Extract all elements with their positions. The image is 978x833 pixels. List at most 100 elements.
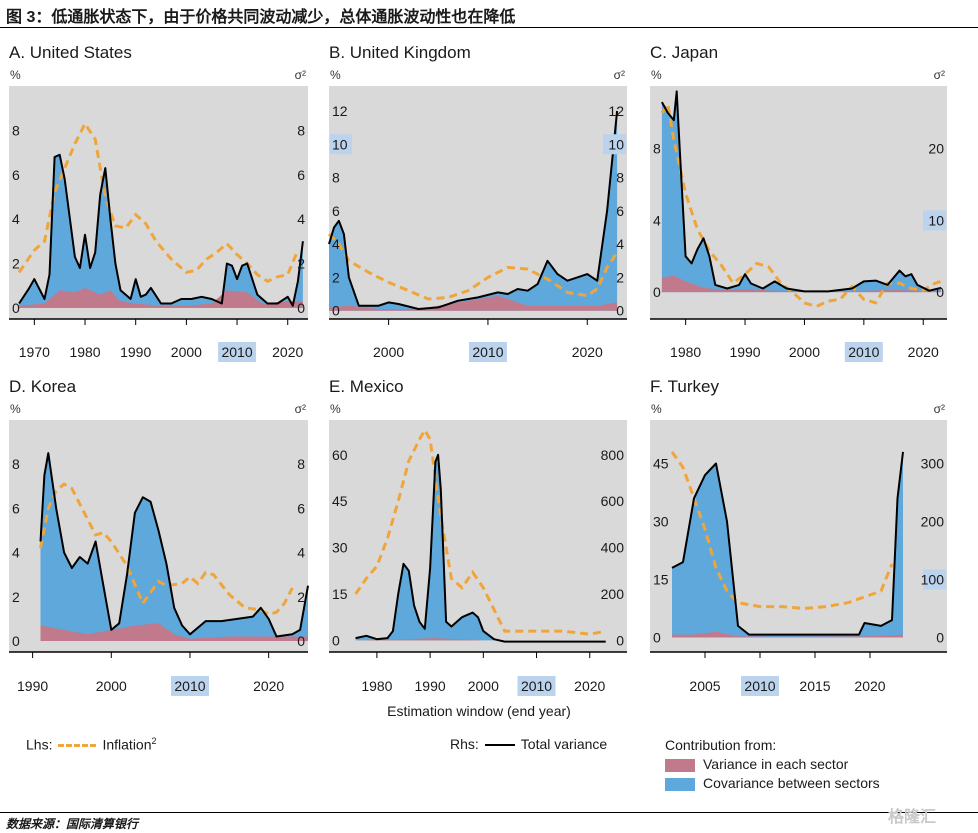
rhs-tick-label: 4 bbox=[297, 545, 305, 561]
rhs-unit: σ² bbox=[295, 68, 306, 82]
panel-title: F. Turkey bbox=[650, 377, 719, 396]
legend-covariance-row: Covariance between sectors bbox=[665, 775, 880, 791]
lhs-tick-label: 0 bbox=[12, 300, 20, 316]
panel-title: E. Mexico bbox=[329, 377, 404, 396]
total-variance-line bbox=[39, 452, 309, 638]
rhs-tick-label: 6 bbox=[297, 167, 305, 183]
rhs-tick-label: 0 bbox=[297, 633, 305, 649]
lhs-tick-label: 8 bbox=[12, 456, 20, 472]
lhs-tick-label: 4 bbox=[332, 236, 340, 252]
rhs-tick-label: 200 bbox=[601, 586, 625, 602]
variance-area bbox=[19, 287, 303, 308]
covariance-area bbox=[19, 154, 303, 308]
rhs-tick-label: 800 bbox=[601, 447, 625, 463]
x-tick-label: 2020 bbox=[854, 678, 885, 694]
lhs-tick-label: 8 bbox=[12, 122, 20, 138]
watermark: 格隆汇 bbox=[888, 809, 937, 826]
lhs-tick-label: 6 bbox=[12, 167, 20, 183]
x-tick-label: 2010 bbox=[744, 678, 775, 694]
lhs-tick-label: 0 bbox=[653, 630, 661, 646]
source-note: 数据来源：国际清算银行 bbox=[6, 817, 139, 831]
total-variance-swatch bbox=[484, 744, 515, 747]
lhs-unit: % bbox=[651, 68, 662, 82]
x-tick-label: 1980 bbox=[361, 678, 392, 694]
inflation-line bbox=[660, 99, 942, 309]
rhs-tick-label: 8 bbox=[297, 122, 305, 138]
lhs-unit: % bbox=[651, 402, 662, 416]
rhs-tick-label: 4 bbox=[616, 236, 624, 252]
panel-2: C. Japan% σ² 0 4 8 0 10 20 1980 1990 2000 2010 2020 bbox=[650, 43, 947, 362]
bottom-rule bbox=[0, 812, 978, 813]
lhs-tick-label: 30 bbox=[653, 514, 669, 530]
panel-3: D. Korea% σ² 0 2 4 6 8 0 2 4 6 8 1990 2000 2010 2020 bbox=[9, 377, 309, 696]
legend-variance-label: Variance in each sector bbox=[703, 756, 849, 772]
inflation-line bbox=[670, 451, 894, 611]
x-axis-label: Estimation window (end year) bbox=[387, 703, 571, 719]
x-tick-highlight bbox=[741, 676, 779, 696]
rhs-tick-label: 8 bbox=[297, 456, 305, 472]
title-rule bbox=[0, 27, 978, 28]
rhs-tick-label: 2 bbox=[616, 269, 624, 285]
rhs-tick-label: 6 bbox=[297, 500, 305, 516]
x-tick-label: 2010 bbox=[221, 344, 252, 360]
x-tick-label: 1990 bbox=[729, 344, 760, 360]
rhs-tick-label: 2 bbox=[297, 589, 305, 605]
lhs-tick-label: 6 bbox=[12, 500, 20, 516]
lhs-tick-label: 45 bbox=[653, 456, 669, 472]
total-variance-line bbox=[355, 453, 606, 643]
rhs-tick-label: 200 bbox=[921, 514, 945, 530]
lhs-unit: % bbox=[10, 68, 21, 82]
rhs-tick-label: 400 bbox=[601, 540, 625, 556]
lhs-tick-label: 45 bbox=[332, 493, 348, 509]
x-tick-label: 2020 bbox=[272, 344, 303, 360]
legend-variance-row: Variance in each sector bbox=[665, 756, 880, 772]
panel-1: B. United Kingdom% σ² 0 2 4 6 8 10 12 0 2 4 6 8 10 12 20… bbox=[327, 43, 627, 362]
x-tick-highlight bbox=[844, 342, 883, 362]
legend-total-variance-label: Total variance bbox=[520, 736, 608, 752]
x-tick-highlight bbox=[517, 676, 556, 696]
x-tick-label: 2005 bbox=[689, 678, 720, 694]
x-tick-label: 2000 bbox=[171, 344, 202, 360]
rhs-tick-label: 100 bbox=[921, 572, 945, 588]
variance-area bbox=[329, 295, 618, 311]
lhs-tick-label: 4 bbox=[12, 211, 20, 227]
lhs-tick-label: 15 bbox=[332, 586, 348, 602]
rhs-tick-label: 6 bbox=[616, 203, 624, 219]
rhs-unit: σ² bbox=[934, 402, 945, 416]
x-tick-label: 2020 bbox=[574, 678, 605, 694]
x-tick-label: 1980 bbox=[69, 344, 100, 360]
x-tick-label: 2020 bbox=[908, 344, 939, 360]
panel-title: D. Korea bbox=[9, 377, 77, 396]
legend-contribution-title: Contribution from: bbox=[665, 737, 777, 753]
x-tick-label: 2010 bbox=[521, 678, 552, 694]
total-variance-line bbox=[671, 451, 904, 636]
lhs-tick-label: 2 bbox=[12, 256, 20, 272]
legend-contribution: Contribution from: Variance in each sect… bbox=[665, 737, 880, 791]
lhs-tick-label: 2 bbox=[332, 269, 340, 285]
covariance-area bbox=[329, 111, 618, 311]
lhs-tick-label: 2 bbox=[12, 589, 20, 605]
x-tick-label: 2000 bbox=[789, 344, 820, 360]
x-tick-label: 2020 bbox=[572, 344, 603, 360]
lhs-tick-label: 4 bbox=[653, 212, 661, 228]
total-variance-line bbox=[18, 153, 304, 307]
lhs-tick-label: 15 bbox=[653, 572, 669, 588]
covariance-area bbox=[661, 91, 942, 293]
tick-highlight bbox=[603, 134, 626, 155]
lhs-tick-label: 6 bbox=[332, 203, 340, 219]
charts-canvas: A. United States% σ² 0 2 4 6 8 0 2 4 6 8 1970 1980 199… bbox=[9, 43, 947, 719]
lhs-unit: % bbox=[330, 68, 341, 82]
lhs-tick-label: 8 bbox=[332, 170, 340, 186]
rhs-unit: σ² bbox=[614, 68, 625, 82]
rhs-tick-label: 10 bbox=[608, 136, 624, 152]
rhs-unit: σ² bbox=[934, 68, 945, 82]
panel-5: F. Turkey% σ² 0 15 30 45 0 100 200 300 2005 2010 201… bbox=[650, 377, 947, 696]
variance-area bbox=[672, 631, 903, 638]
lhs-tick-label: 30 bbox=[332, 540, 348, 556]
x-tick-label: 1990 bbox=[17, 678, 48, 694]
legend-lhs-prefix: Lhs: bbox=[26, 736, 53, 753]
x-tick-label: 2015 bbox=[799, 678, 830, 694]
x-tick-highlight bbox=[468, 342, 507, 362]
x-tick-label: 2000 bbox=[96, 678, 127, 694]
legend-inflation-label: Inflation bbox=[102, 736, 152, 753]
